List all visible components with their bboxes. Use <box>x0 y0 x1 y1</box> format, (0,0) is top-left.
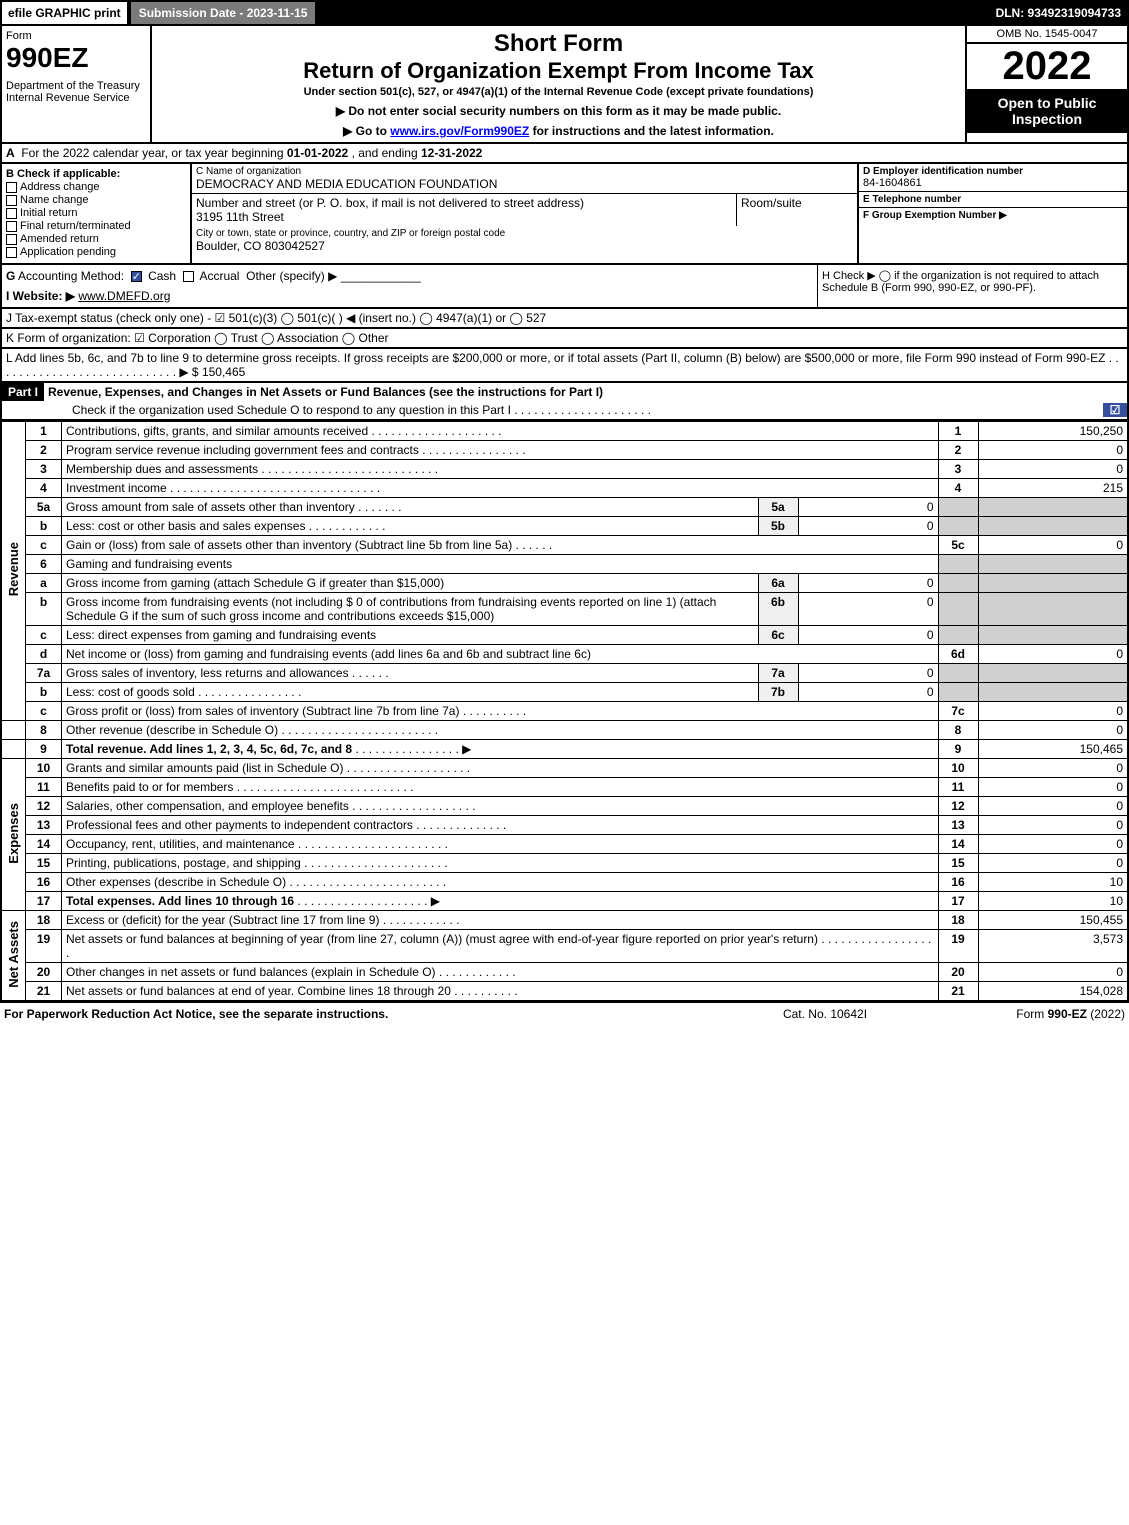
part1-badge: Part I <box>2 383 44 401</box>
link-note: ▶ Go to www.irs.gov/Form990EZ for instru… <box>156 124 961 138</box>
paperwork-notice: For Paperwork Reduction Act Notice, see … <box>4 1007 725 1021</box>
col-c: C Name of organization DEMOCRACY AND MED… <box>192 164 857 263</box>
efile-label[interactable]: efile GRAPHIC print <box>0 0 129 26</box>
part1-sub: Check if the organization used Schedule … <box>2 401 1103 419</box>
val-3: 0 <box>978 460 1128 479</box>
val-9: 150,465 <box>978 740 1128 759</box>
val-11: 0 <box>978 778 1128 797</box>
omb-number: OMB No. 1545-0047 <box>967 26 1127 44</box>
b-label: B Check if applicable: <box>6 168 120 180</box>
val-7b: 0 <box>798 683 938 702</box>
val-5b: 0 <box>798 517 938 536</box>
col-b: B Check if applicable: Address change Na… <box>2 164 192 263</box>
val-6c: 0 <box>798 626 938 645</box>
line-j: J Tax-exempt status (check only one) - ☑… <box>0 309 1129 329</box>
footer: For Paperwork Reduction Act Notice, see … <box>0 1002 1129 1025</box>
val-6d: 0 <box>978 645 1128 664</box>
chk-name-change[interactable]: Name change <box>6 194 186 206</box>
ssn-note: ▶ Do not enter social security numbers o… <box>156 104 961 118</box>
website[interactable]: www.DMEFD.org <box>78 289 170 303</box>
val-4: 215 <box>978 479 1128 498</box>
ein: 84-1604861 <box>863 177 1123 189</box>
form-header: Form 990EZ Department of the Treasury In… <box>0 26 1129 144</box>
city-label: City or town, state or province, country… <box>196 228 853 239</box>
val-12: 0 <box>978 797 1128 816</box>
val-8: 0 <box>978 721 1128 740</box>
line-k: K Form of organization: ☑ Corporation ◯ … <box>0 329 1129 349</box>
chk-initial-return[interactable]: Initial return <box>6 207 186 219</box>
city-value: Boulder, CO 803042527 <box>196 239 853 253</box>
street-value: 3195 11th Street <box>196 210 732 224</box>
line-g: G Accounting Method: Cash Accrual Other … <box>6 269 813 283</box>
line-a: A For the 2022 calendar year, or tax yea… <box>0 144 1129 164</box>
form-title: Return of Organization Exempt From Incom… <box>156 58 961 84</box>
org-name: DEMOCRACY AND MEDIA EDUCATION FOUNDATION <box>196 177 853 191</box>
d-label: D Employer identification number <box>863 166 1123 177</box>
side-expenses: Expenses <box>6 803 21 864</box>
cat-no: Cat. No. 10642I <box>725 1007 925 1021</box>
val-10: 0 <box>978 759 1128 778</box>
block-gih: G Accounting Method: Cash Accrual Other … <box>0 265 1129 309</box>
val-7a: 0 <box>798 664 938 683</box>
irs-link[interactable]: www.irs.gov/Form990EZ <box>390 124 529 138</box>
val-13: 0 <box>978 816 1128 835</box>
val-7c: 0 <box>978 702 1128 721</box>
side-net-assets: Net Assets <box>6 921 21 988</box>
dln: DLN: 93492319094733 <box>988 2 1129 24</box>
val-5c: 0 <box>978 536 1128 555</box>
col-def: D Employer identification number 84-1604… <box>857 164 1127 263</box>
val-16: 10 <box>978 873 1128 892</box>
line-l: L Add lines 5b, 6c, and 7b to line 9 to … <box>0 349 1129 383</box>
val-6b: 0 <box>798 593 938 626</box>
val-17: 10 <box>978 892 1128 911</box>
tax-year: 2022 <box>967 44 1127 89</box>
form-subtitle: Under section 501(c), 527, or 4947(a)(1)… <box>156 86 961 98</box>
part1-header: Part I Revenue, Expenses, and Changes in… <box>0 383 1129 421</box>
chk-application-pending[interactable]: Application pending <box>6 246 186 258</box>
chk-amended-return[interactable]: Amended return <box>6 233 186 245</box>
val-21: 154,028 <box>978 982 1128 1002</box>
open-inspection: Open to Public Inspection <box>967 89 1127 133</box>
street-label: Number and street (or P. O. box, if mail… <box>196 196 732 210</box>
line-i: I Website: ▶ www.DMEFD.org <box>6 289 813 303</box>
e-label: E Telephone number <box>863 194 1123 205</box>
form-number: 990EZ <box>6 42 146 74</box>
dept-label: Department of the Treasury Internal Reve… <box>6 80 146 104</box>
submission-date: Submission Date - 2023-11-15 <box>129 0 318 26</box>
chk-accrual[interactable] <box>183 271 194 282</box>
line-h: H Check ▶ ◯ if the organization is not r… <box>817 265 1127 307</box>
room-label: Room/suite <box>741 196 853 210</box>
form-label: Form <box>6 30 146 42</box>
val-6a: 0 <box>798 574 938 593</box>
short-form-title: Short Form <box>156 30 961 58</box>
chk-final-return[interactable]: Final return/terminated <box>6 220 186 232</box>
val-20: 0 <box>978 963 1128 982</box>
top-bar: efile GRAPHIC print Submission Date - 20… <box>0 0 1129 26</box>
part1-title: Revenue, Expenses, and Changes in Net As… <box>44 383 1127 401</box>
val-14: 0 <box>978 835 1128 854</box>
chk-address-change[interactable]: Address change <box>6 181 186 193</box>
revenue-table: Revenue 1Contributions, gifts, grants, a… <box>0 421 1129 1002</box>
chk-cash[interactable] <box>131 271 142 282</box>
f-label: F Group Exemption Number ▶ <box>863 210 1123 221</box>
part1-check[interactable]: ☑ <box>1103 403 1127 417</box>
c-name-label: C Name of organization <box>196 166 853 177</box>
val-15: 0 <box>978 854 1128 873</box>
block-bc: B Check if applicable: Address change Na… <box>0 164 1129 265</box>
form-ref: Form 990-EZ (2022) <box>925 1007 1125 1021</box>
val-19: 3,573 <box>978 930 1128 963</box>
val-18: 150,455 <box>978 911 1128 930</box>
val-1: 150,250 <box>978 422 1128 441</box>
val-2: 0 <box>978 441 1128 460</box>
val-5a: 0 <box>798 498 938 517</box>
side-revenue: Revenue <box>6 542 21 596</box>
